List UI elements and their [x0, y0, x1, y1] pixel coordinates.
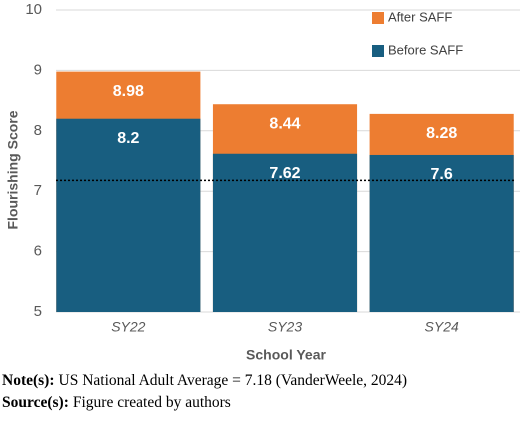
y-tick-label: 7 — [34, 182, 42, 199]
y-tick-label: 9 — [34, 61, 42, 78]
x-axis-title: School Year — [246, 347, 326, 363]
y-tick-label: 8 — [34, 122, 42, 139]
legend-label: After SAFF — [388, 9, 452, 24]
value-label: 8.98 — [113, 83, 144, 100]
y-tick-label: 6 — [34, 243, 42, 260]
note-text: US National Adult Average = 7.18 (Vander… — [58, 372, 408, 389]
y-tick-label: 5 — [34, 303, 42, 320]
note-line: Source(s): Figure created by authors — [2, 392, 407, 414]
value-label: 8.2 — [117, 130, 139, 147]
value-label: 8.44 — [269, 115, 300, 132]
value-label: 7.62 — [269, 165, 300, 182]
notes: Note(s): US National Adult Average = 7.18… — [2, 370, 407, 414]
bar — [56, 118, 201, 312]
x-tick-label: SY22 — [111, 319, 145, 335]
note-label: Source(s): — [2, 394, 69, 411]
value-label: 7.6 — [431, 166, 453, 183]
note-label: Note(s): — [2, 372, 55, 389]
note-text: Figure created by authors — [72, 394, 231, 411]
legend-swatch — [372, 45, 384, 57]
chart: Flourishing Score School Year 5 6 7 8 9 10 SY2… — [5, 1, 520, 363]
bar — [369, 154, 514, 312]
legend-swatch — [372, 12, 384, 24]
y-axis-title: Flourishing Score — [5, 110, 21, 229]
legend-label: Before SAFF — [388, 42, 463, 57]
x-tick-label: SY23 — [268, 319, 302, 335]
x-tick-label: SY24 — [425, 319, 459, 335]
note-line: Note(s): US National Adult Average = 7.18… — [2, 370, 407, 392]
y-tick-label: 10 — [25, 1, 42, 18]
value-label: 8.28 — [426, 125, 457, 142]
